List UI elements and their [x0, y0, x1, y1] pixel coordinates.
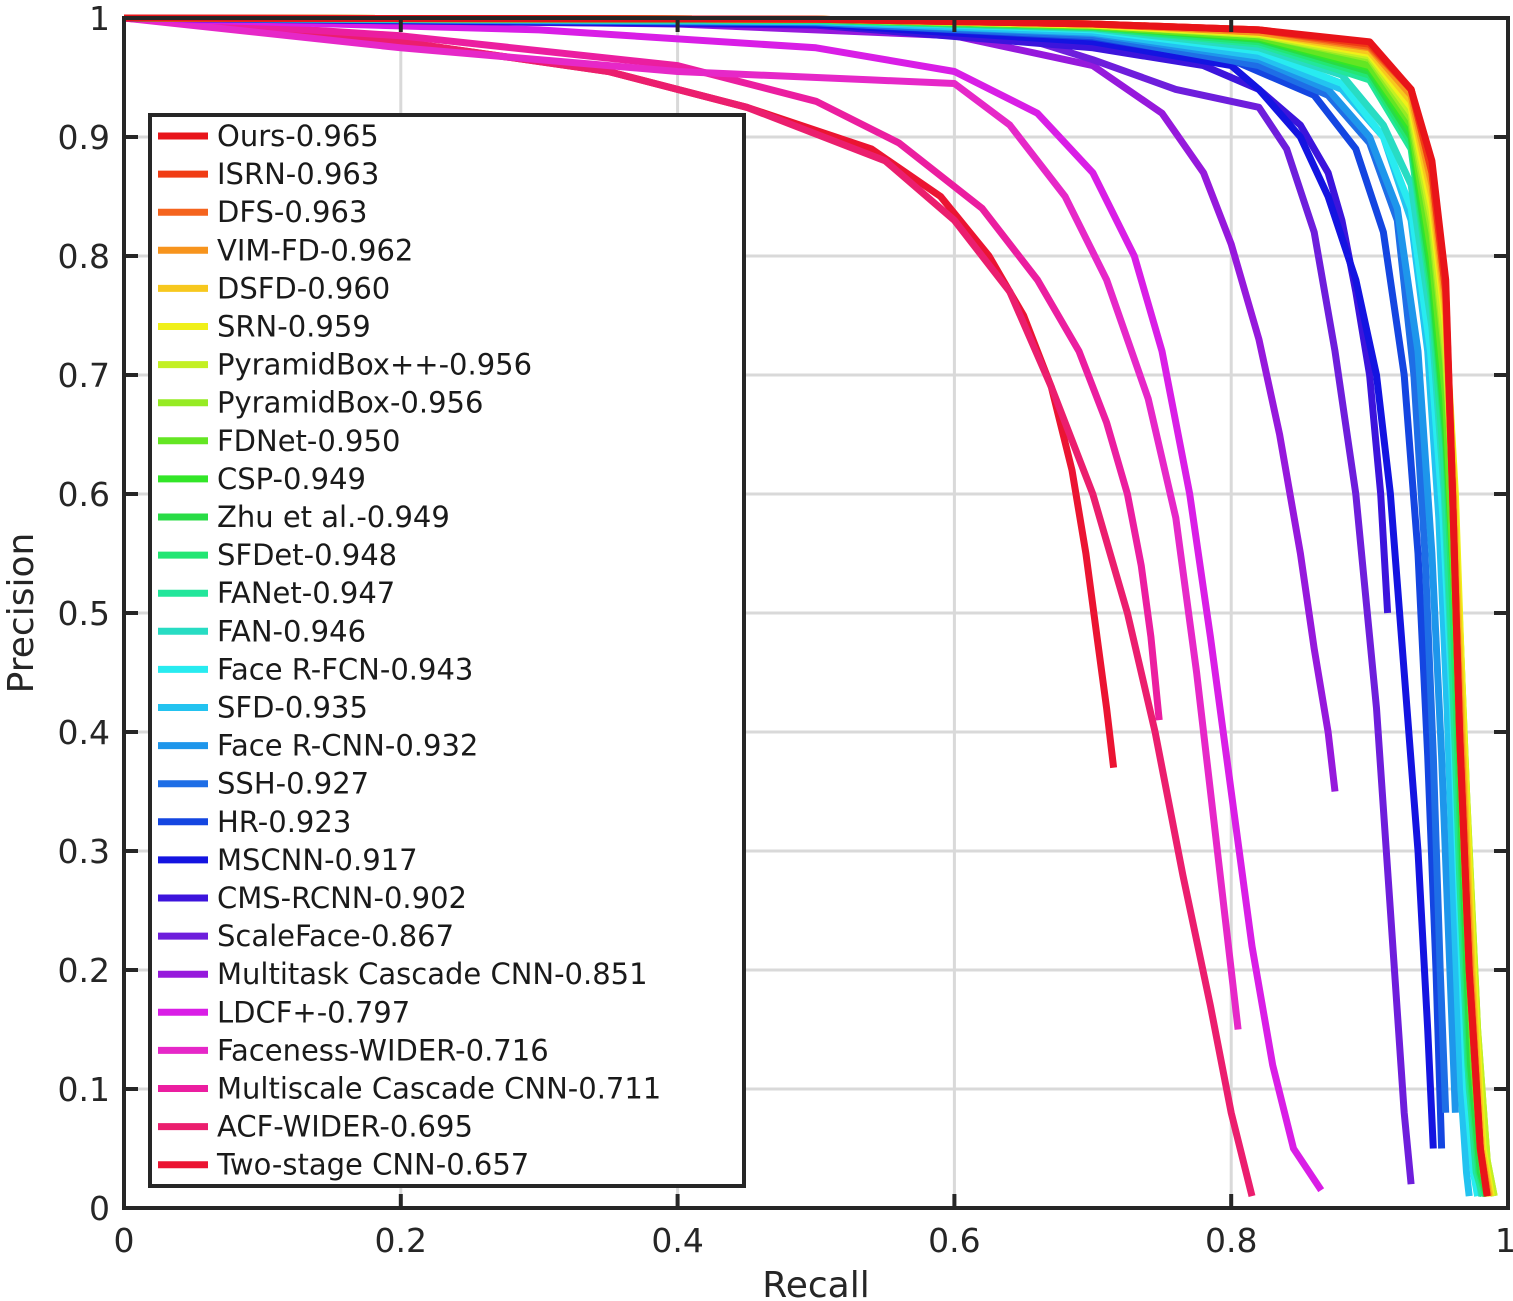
y-tick-label: 0.6 [58, 475, 110, 514]
y-tick-label: 0.7 [58, 356, 110, 395]
x-tick-label: 0.4 [651, 1221, 703, 1260]
legend-label: SFDet-0.948 [217, 538, 397, 572]
x-tick-label: 0.8 [1205, 1221, 1257, 1260]
legend-label: PyramidBox++-0.956 [217, 348, 532, 382]
y-tick-label: 0.4 [58, 713, 110, 752]
series-line [123, 14, 1163, 721]
y-tick-label: 0.3 [58, 832, 110, 871]
series-line [123, 14, 1256, 1197]
legend-label: LDCF+-0.797 [217, 995, 410, 1029]
y-tick-label: 0 [89, 1189, 110, 1228]
series-line [1015, 32, 1415, 1185]
legend-label: FDNet-0.950 [217, 424, 400, 458]
legend-label: ACF-WIDER-0.695 [217, 1110, 473, 1144]
legend-label: ISRN-0.963 [217, 157, 379, 191]
legend-box [148, 113, 746, 1188]
legend-label: CMS-RCNN-0.902 [217, 881, 467, 915]
x-tick-label: 1 [1495, 1221, 1513, 1260]
legend-label: HR-0.923 [217, 805, 351, 839]
curves [123, 14, 1498, 1198]
x-tick-label: 0.6 [928, 1221, 980, 1260]
y-tick-label: 1 [89, 0, 110, 38]
legend-label: FAN-0.946 [217, 614, 366, 648]
x-axis-label: Recall [762, 1265, 869, 1301]
legend-label: Two-stage CNN-0.657 [216, 1148, 529, 1182]
y-tick-label: 0.2 [58, 951, 110, 990]
legend-label: SSH-0.927 [217, 767, 369, 801]
x-tick-label: 0.2 [375, 1221, 427, 1260]
legend-label: CSP-0.949 [217, 462, 366, 496]
series-line [123, 14, 1392, 614]
legend-label: SFD-0.935 [217, 691, 368, 725]
legend-label: Ours-0.965 [217, 119, 379, 153]
series-line [123, 14, 1242, 1030]
x-tick-labels: 0 0.2 0.4 0.6 0.8 1 [114, 1221, 1513, 1260]
legend-label: DSFD-0.960 [217, 271, 390, 305]
legend-items: Ours-0.965 ISRN-0.963 DFS-0.963 VIM-FD-0.96… [158, 119, 661, 1182]
legend-label: MSCNN-0.917 [217, 843, 418, 877]
legend-label: Face R-CNN-0.932 [217, 729, 478, 763]
legend-label: Multitask Cascade CNN-0.851 [217, 957, 648, 991]
legend-label: VIM-FD-0.962 [217, 233, 413, 267]
y-tick-label: 0.5 [58, 594, 110, 633]
legend-label: Faceness-WIDER-0.716 [217, 1033, 549, 1067]
legend-label: Multiscale Cascade CNN-0.711 [217, 1072, 661, 1106]
legend-label: DFS-0.963 [217, 195, 367, 229]
series-line [123, 14, 1325, 1193]
y-tick-label: 0.8 [58, 237, 110, 276]
legend-label: PyramidBox-0.956 [217, 386, 483, 420]
y-tick-label: 0.9 [58, 118, 110, 157]
y-tick-label: 0.1 [58, 1070, 110, 1109]
tick-marks [122, 16, 1510, 1210]
y-axis-label: Precision [1, 533, 42, 694]
legend: Ours-0.965 ISRN-0.963 DFS-0.963 VIM-FD-0.96… [148, 113, 746, 1188]
series-line [123, 14, 1491, 1197]
legend-label: Face R-FCN-0.943 [217, 652, 473, 686]
legend-label: FANet-0.947 [217, 576, 395, 610]
x-tick-label: 0 [114, 1221, 135, 1260]
legend-label: Zhu et al.-0.949 [217, 500, 450, 534]
series-line [123, 14, 1437, 1149]
legend-label: ScaleFace-0.867 [217, 919, 454, 953]
y-tick-labels: 0 0.1 0.2 0.3 0.4 0.5 0.6 0.7 0.8 0.9 1 [58, 0, 110, 1228]
legend-label: SRN-0.959 [217, 310, 371, 344]
